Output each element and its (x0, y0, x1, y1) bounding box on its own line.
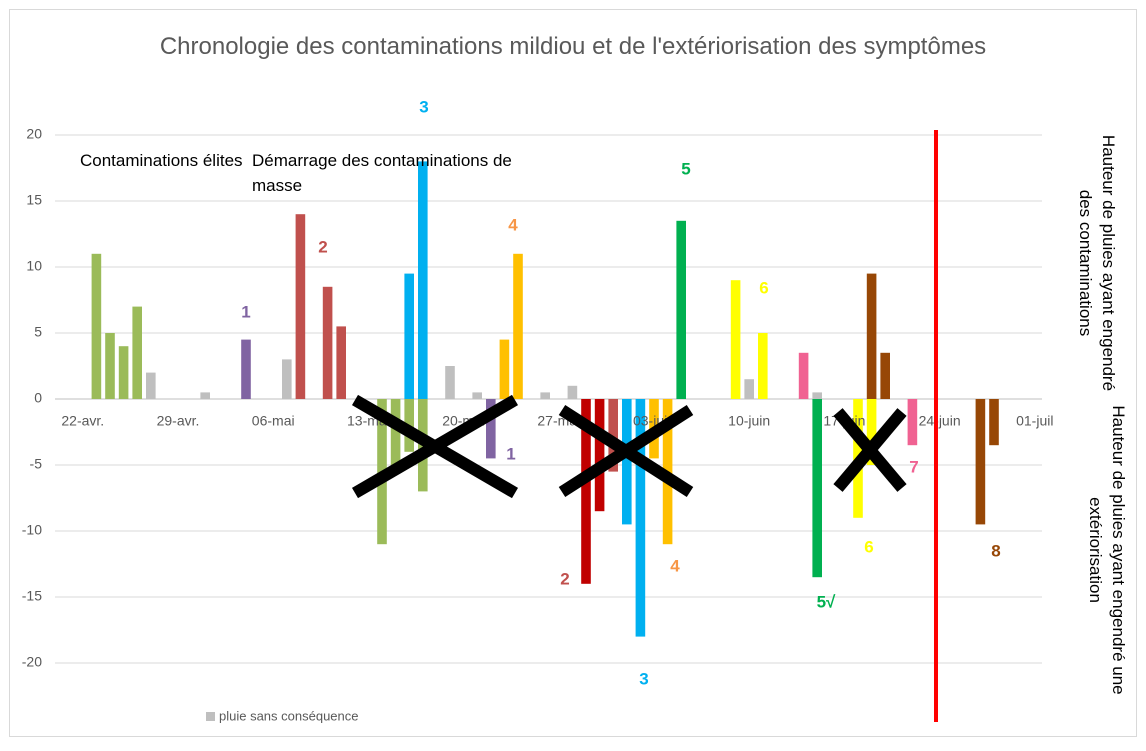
bar (472, 392, 482, 399)
bar (322, 286, 333, 399)
x-tick-label: 10-juin (728, 413, 770, 429)
bar (812, 399, 822, 578)
bar (118, 346, 129, 399)
bar (418, 161, 428, 399)
y-tick-label: 0 (34, 390, 42, 406)
bar (404, 273, 414, 399)
x-tick-label: 01-juil (1016, 413, 1053, 429)
bar (567, 385, 578, 399)
y-tick-label: -20 (22, 654, 42, 670)
bar (635, 399, 646, 637)
annotation: 5 (681, 159, 690, 178)
annotation: 2 (560, 569, 569, 588)
bar (499, 339, 510, 399)
x-tick-label: 29-avr. (157, 413, 200, 429)
bar (989, 399, 999, 446)
bar (730, 280, 741, 399)
x-tick-label: 24-juin (919, 413, 961, 429)
side-label: Hauteur de pluies ayant engendré une ext… (1086, 405, 1128, 695)
annotation: 4 (670, 556, 680, 575)
annotation: 4 (508, 215, 518, 234)
bar (105, 333, 115, 399)
bar (132, 306, 142, 399)
bar (758, 333, 768, 399)
x-tick-label: 22-avr. (61, 413, 104, 429)
annotation: 7 (909, 457, 918, 476)
bar (540, 392, 550, 399)
bar (486, 399, 496, 459)
annotation: 2 (318, 237, 327, 256)
bar (866, 399, 877, 465)
legend-swatch (206, 712, 215, 721)
bar (907, 399, 918, 446)
bar (146, 372, 156, 399)
bar (282, 359, 292, 399)
y-tick-label: 5 (34, 324, 42, 340)
annotation: 5√ (817, 592, 836, 611)
y-tick-label: -15 (22, 588, 42, 604)
bar (798, 352, 809, 399)
y-tick-label: 10 (26, 258, 42, 274)
bar (812, 392, 822, 399)
y-tick-label: -5 (30, 456, 43, 472)
bar (594, 399, 605, 512)
cross (833, 408, 907, 492)
bar (608, 399, 618, 472)
bar (744, 379, 754, 399)
bar (581, 399, 591, 584)
bar (91, 253, 102, 399)
bar (880, 352, 890, 399)
cross (351, 394, 519, 499)
annotation: 3 (639, 669, 648, 688)
annotation: 1 (506, 444, 515, 463)
bar (513, 253, 523, 399)
bar (241, 339, 251, 399)
bar (390, 399, 401, 465)
y-tick-label: -10 (22, 522, 42, 538)
cross (558, 404, 694, 498)
bar (975, 399, 986, 525)
legend-label: pluie sans conséquence (219, 708, 359, 723)
bar (200, 392, 210, 399)
side-label: Hauteur de pluies ayant engendré des con… (1076, 134, 1118, 392)
chart-border (9, 9, 1137, 737)
bar (336, 326, 346, 399)
annotation: 8 (991, 541, 1000, 560)
annotation: 3 (419, 97, 428, 116)
annotation: 6 (864, 537, 873, 556)
note: Contaminations élites (80, 151, 243, 170)
y-tick-label: 15 (26, 192, 42, 208)
bar (676, 220, 686, 399)
annotation: 6 (759, 278, 768, 297)
x-tick-label: 06-mai (252, 413, 295, 429)
bar (866, 273, 877, 399)
y-tick-label: 20 (26, 126, 42, 142)
note: Démarrage des contaminations de masse (252, 151, 512, 195)
bar (445, 366, 455, 399)
chart-title: Chronologie des contaminations mildiou e… (159, 33, 987, 60)
bar (295, 214, 306, 399)
bar (622, 399, 632, 525)
annotation: 1 (241, 302, 250, 321)
